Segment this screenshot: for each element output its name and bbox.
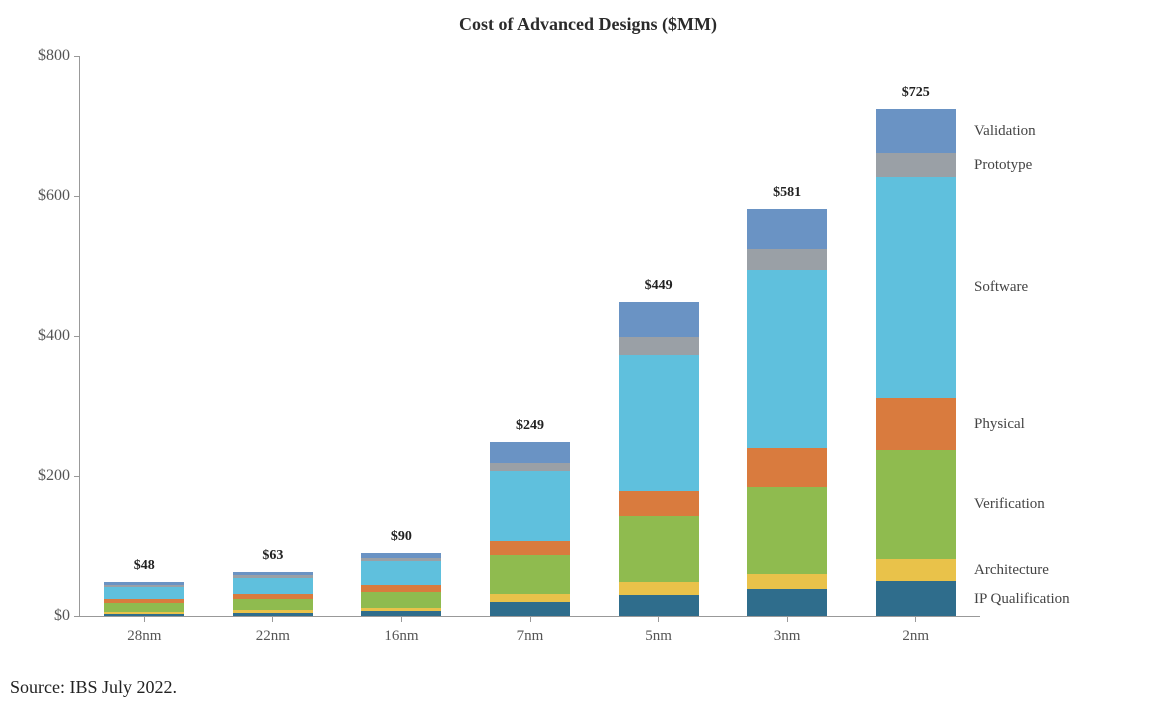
bar-segment-validation bbox=[104, 582, 184, 585]
bar-segment-architecture bbox=[619, 582, 699, 595]
bar-segment-architecture bbox=[233, 610, 313, 613]
y-tick-label: $400 bbox=[10, 327, 70, 345]
x-tick bbox=[787, 616, 788, 622]
bar-segment-software bbox=[747, 270, 827, 449]
legend-label-architecture: Architecture bbox=[974, 562, 1049, 579]
bar-segment-physical bbox=[490, 541, 570, 555]
y-tick-label: $0 bbox=[10, 607, 70, 625]
x-tick-label: 22nm bbox=[256, 628, 290, 645]
bar-segment-validation bbox=[619, 302, 699, 337]
bar-segment-software bbox=[876, 177, 956, 398]
bar-segment-software bbox=[233, 578, 313, 594]
y-tick bbox=[74, 476, 80, 477]
bar-segment-architecture bbox=[876, 559, 956, 581]
y-tick-label: $200 bbox=[10, 467, 70, 485]
x-tick-label: 2nm bbox=[902, 628, 929, 645]
bar-segment-physical bbox=[361, 585, 441, 592]
bar-segment-verification bbox=[233, 599, 313, 611]
bar-segment-prototype bbox=[619, 337, 699, 355]
x-tick bbox=[401, 616, 402, 622]
bar-segment-architecture bbox=[104, 612, 184, 614]
bar-segment-physical bbox=[104, 599, 184, 603]
bar-segment-prototype bbox=[490, 463, 570, 471]
bar bbox=[361, 553, 441, 616]
plot-area: $0$200$400$600$800$4828nm$6322nm$9016nm$… bbox=[80, 56, 980, 616]
source-attribution: Source: IBS July 2022. bbox=[10, 677, 177, 698]
bar-segment-prototype bbox=[876, 153, 956, 177]
x-tick bbox=[144, 616, 145, 622]
bar-total-label: $48 bbox=[134, 558, 155, 574]
legend-label-validation: Validation bbox=[974, 123, 1036, 140]
x-tick bbox=[272, 616, 273, 622]
x-tick-label: 7nm bbox=[517, 628, 544, 645]
y-tick bbox=[74, 196, 80, 197]
bar-segment-architecture bbox=[361, 608, 441, 612]
bar-segment-software bbox=[619, 355, 699, 492]
bar-total-label: $725 bbox=[902, 85, 930, 101]
y-tick bbox=[74, 56, 80, 57]
x-tick-label: 5nm bbox=[645, 628, 672, 645]
bar-total-label: $449 bbox=[645, 278, 673, 294]
bar-segment-validation bbox=[490, 442, 570, 463]
bar bbox=[619, 302, 699, 616]
bar-segment-prototype bbox=[233, 575, 313, 577]
bar-segment-verification bbox=[619, 516, 699, 583]
chart-container: Cost of Advanced Designs ($MM) $0$200$40… bbox=[0, 0, 1176, 716]
bar-segment-verification bbox=[104, 603, 184, 612]
x-tick bbox=[530, 616, 531, 622]
chart-title: Cost of Advanced Designs ($MM) bbox=[0, 14, 1176, 35]
bar-segment-physical bbox=[876, 398, 956, 451]
bar bbox=[876, 109, 956, 617]
y-tick-label: $600 bbox=[10, 187, 70, 205]
bar bbox=[233, 572, 313, 616]
bar-total-label: $90 bbox=[391, 529, 412, 545]
bar-segment-prototype bbox=[747, 249, 827, 270]
bar-segment-prototype bbox=[104, 585, 184, 586]
bar-total-label: $581 bbox=[773, 185, 801, 201]
bar-total-label: $63 bbox=[262, 548, 283, 564]
x-tick bbox=[915, 616, 916, 622]
bar-segment-architecture bbox=[747, 574, 827, 589]
bar-segment-validation bbox=[361, 553, 441, 558]
bar-segment-ip_qualification bbox=[747, 589, 827, 616]
bar bbox=[490, 442, 570, 616]
y-tick bbox=[74, 616, 80, 617]
y-tick-label: $800 bbox=[10, 47, 70, 65]
bar-segment-ip_qualification bbox=[876, 581, 956, 616]
bar-segment-software bbox=[104, 587, 184, 600]
x-tick-label: 28nm bbox=[127, 628, 161, 645]
bar-segment-ip_qualification bbox=[490, 602, 570, 616]
x-tick bbox=[658, 616, 659, 622]
bar-total-label: $249 bbox=[516, 418, 544, 434]
bar bbox=[104, 582, 184, 616]
bar-segment-ip_qualification bbox=[619, 595, 699, 616]
bar-segment-physical bbox=[619, 491, 699, 516]
x-tick-label: 3nm bbox=[774, 628, 801, 645]
bar bbox=[747, 209, 827, 616]
legend-label-ip_qualification: IP Qualification bbox=[974, 591, 1070, 608]
y-tick bbox=[74, 336, 80, 337]
legend-label-verification: Verification bbox=[974, 496, 1045, 513]
bar-segment-architecture bbox=[490, 594, 570, 602]
bar-segment-validation bbox=[233, 572, 313, 576]
bar-segment-software bbox=[490, 471, 570, 541]
bar-segment-software bbox=[361, 561, 441, 586]
bar-segment-physical bbox=[233, 594, 313, 599]
bar-segment-verification bbox=[876, 450, 956, 559]
legend-label-physical: Physical bbox=[974, 416, 1025, 433]
bar-segment-verification bbox=[490, 555, 570, 594]
bar-segment-validation bbox=[876, 109, 956, 154]
legend-label-software: Software bbox=[974, 279, 1028, 296]
bar-segment-physical bbox=[747, 448, 827, 487]
bar-segment-validation bbox=[747, 209, 827, 248]
bar-segment-verification bbox=[747, 487, 827, 575]
legend-label-prototype: Prototype bbox=[974, 157, 1032, 174]
x-tick-label: 16nm bbox=[384, 628, 418, 645]
bar-segment-prototype bbox=[361, 558, 441, 561]
bar-segment-verification bbox=[361, 592, 441, 607]
